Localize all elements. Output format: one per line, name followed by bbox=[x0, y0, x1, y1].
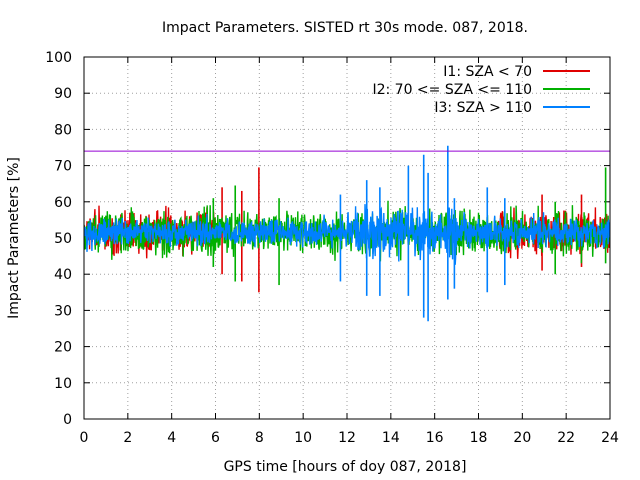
x-tick-label: 8 bbox=[255, 430, 264, 446]
y-tick-label: 70 bbox=[54, 159, 72, 175]
y-tick-label: 50 bbox=[54, 231, 72, 247]
y-tick-label: 0 bbox=[63, 412, 72, 428]
y-tick-label: 80 bbox=[54, 122, 72, 138]
x-tick-label: 20 bbox=[513, 430, 531, 446]
y-tick-label: 20 bbox=[54, 340, 72, 356]
legend-label-i1: I1: SZA < 70 bbox=[443, 64, 532, 80]
x-axis-label: GPS time [hours of doy 087, 2018] bbox=[224, 459, 467, 475]
y-tick-label: 30 bbox=[54, 303, 72, 319]
x-tick-label: 16 bbox=[426, 430, 444, 446]
x-tick-label: 4 bbox=[167, 430, 176, 446]
chart-title: Impact Parameters. SISTED rt 30s mode. 0… bbox=[162, 20, 528, 36]
plot-frame bbox=[83, 56, 611, 420]
x-tick-label: 24 bbox=[601, 430, 619, 446]
x-tick-label: 12 bbox=[338, 430, 356, 446]
legend-label-i2: I2: 70 <= SZA <= 110 bbox=[372, 82, 532, 98]
series-line-i3 bbox=[84, 204, 610, 265]
legend: I1: SZA < 70 I2: 70 <= SZA <= 110 I3: SZA … bbox=[372, 64, 590, 116]
y-axis-label: Impact Parameters [%] bbox=[6, 157, 22, 319]
y-tick-label: 100 bbox=[45, 50, 72, 66]
y-tick-label: 10 bbox=[54, 376, 72, 392]
y-tick-label: 60 bbox=[54, 195, 72, 211]
x-tick-label: 14 bbox=[382, 430, 400, 446]
x-tick-label: 10 bbox=[294, 430, 312, 446]
series-layer bbox=[84, 145, 610, 322]
x-tick-label: 22 bbox=[557, 430, 575, 446]
x-tick-label: 2 bbox=[123, 430, 132, 446]
x-tick-label: 6 bbox=[211, 430, 220, 446]
y-tick-label: 40 bbox=[54, 267, 72, 283]
x-tick-label: 18 bbox=[470, 430, 488, 446]
legend-label-i3: I3: SZA > 110 bbox=[434, 100, 532, 116]
x-tick-label: 0 bbox=[80, 430, 89, 446]
y-tick-label: 90 bbox=[54, 86, 72, 102]
